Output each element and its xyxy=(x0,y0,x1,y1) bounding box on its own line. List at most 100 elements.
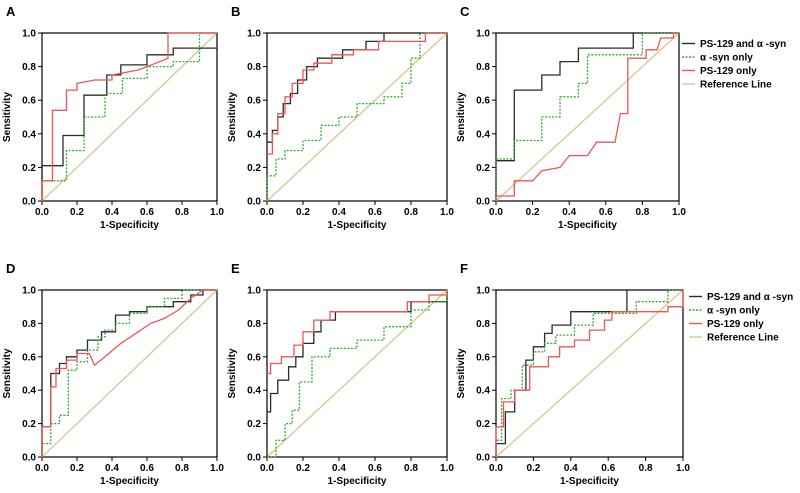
legend-label: PS-129 only xyxy=(707,319,764,330)
panel-label: D xyxy=(6,261,15,276)
x-tick-label: 0.4 xyxy=(105,207,119,218)
chart-panel-c: C 0.0 0.2 0.4 0.6 0.8 1.0 0.0 0.2 0.4 0.6 0.8 1.0 1-S… xyxy=(456,4,686,231)
x-tick-label: 1.0 xyxy=(672,207,686,218)
x-tick-label: 0.6 xyxy=(368,463,382,474)
y-tick-label: 0.2 xyxy=(22,419,36,430)
y-tick-label: 0.0 xyxy=(476,197,490,208)
legend-label: PS-129 only xyxy=(700,66,757,77)
series-line-reference xyxy=(266,289,448,458)
legend: PS-129 and α -syn α -syn only PS-129 only R… xyxy=(682,39,786,91)
chart-panel-b: B 0.0 0.2 0.4 0.6 0.8 1.0 0.0 0.2 0.4 0.6 0.8 1.0 1-S… xyxy=(227,4,454,231)
x-tick-label: 0.0 xyxy=(35,463,49,474)
x-tick-label: 0.6 xyxy=(599,207,613,218)
x-tick-label: 0.4 xyxy=(562,207,576,218)
chart-panel-e: E 0.0 0.2 0.4 0.6 0.8 1.0 0.0 0.2 0.4 0.6 0.8 1.0 1-S… xyxy=(227,261,454,487)
y-axis-label: Sensitivity xyxy=(227,348,238,398)
x-tick-label: 0.8 xyxy=(635,207,649,218)
series-line-ps129 xyxy=(495,290,684,457)
x-axis-label: 1-Specificity xyxy=(560,476,619,487)
x-tick-label: 0.8 xyxy=(175,463,189,474)
legend-label: Reference Line xyxy=(700,80,772,91)
y-tick-label: 0.2 xyxy=(22,163,36,174)
y-tick-label: 0.6 xyxy=(476,96,490,107)
y-tick-label: 0.6 xyxy=(22,352,36,363)
y-tick-label: 1.0 xyxy=(476,29,490,40)
x-tick-label: 0.0 xyxy=(260,463,274,474)
y-tick-label: 1.0 xyxy=(247,286,261,297)
x-axis-label: 1-Specificity xyxy=(100,220,159,231)
x-tick-label: 0.4 xyxy=(332,463,346,474)
x-tick-label: 0.2 xyxy=(526,207,540,218)
x-tick-label: 1.0 xyxy=(440,207,454,218)
panel-label: E xyxy=(231,261,240,276)
series-line-asyn xyxy=(495,289,683,457)
series-line-ps129 xyxy=(267,290,448,375)
x-tick-label: 0.6 xyxy=(601,463,615,474)
y-tick-label: 0.8 xyxy=(22,62,36,73)
y-axis-label: Sensitivity xyxy=(2,92,13,142)
x-tick-label: 0.2 xyxy=(526,463,540,474)
series-line-asyn xyxy=(267,290,448,458)
y-tick-label: 0.8 xyxy=(476,62,490,73)
panel-label: F xyxy=(460,261,468,276)
x-axis-label: 1-Specificity xyxy=(100,476,159,487)
y-tick-label: 0.2 xyxy=(476,419,490,430)
y-tick-label: 0.4 xyxy=(476,386,490,397)
y-tick-label: 0.4 xyxy=(476,129,490,140)
x-tick-label: 0.2 xyxy=(70,463,84,474)
x-tick-label: 0.4 xyxy=(564,463,578,474)
series-line-ps129 xyxy=(41,32,217,201)
x-tick-label: 1.0 xyxy=(440,463,454,474)
x-tick-label: 1.0 xyxy=(210,207,224,218)
y-axis-label: Sensitivity xyxy=(456,348,467,398)
y-tick-label: 0.6 xyxy=(247,352,261,363)
y-tick-label: 0.6 xyxy=(247,96,261,107)
series-line-asyn xyxy=(266,32,447,201)
y-tick-label: 1.0 xyxy=(22,286,36,297)
x-tick-label: 0.0 xyxy=(260,207,274,218)
x-tick-label: 0.6 xyxy=(368,207,382,218)
series-line-ps129 xyxy=(41,289,217,457)
series-line-ps129 xyxy=(495,32,679,201)
x-tick-label: 0.0 xyxy=(489,463,503,474)
y-tick-label: 0.4 xyxy=(22,386,36,397)
x-tick-label: 0.6 xyxy=(140,207,154,218)
y-tick-label: 0.2 xyxy=(247,419,261,430)
y-tick-label: 0.8 xyxy=(247,62,261,73)
x-tick-label: 0.6 xyxy=(140,463,154,474)
x-tick-label: 0.8 xyxy=(404,207,418,218)
y-tick-label: 0.0 xyxy=(22,453,36,464)
series-line-asyn xyxy=(495,32,679,201)
y-tick-label: 0.0 xyxy=(247,197,261,208)
legend-label: PS-129 and α -syn xyxy=(707,292,793,303)
chart-panel-d: D 0.0 0.2 0.4 0.6 0.8 1.0 0.0 0.2 0.4 0.6 0.8 1.0 1-S… xyxy=(2,261,224,487)
panel-label: C xyxy=(460,4,470,19)
legend-label: α -syn only xyxy=(707,306,760,317)
y-axis-label: Sensitivity xyxy=(227,92,238,142)
x-axis-label: 1-Specificity xyxy=(558,220,617,231)
y-tick-label: 0.4 xyxy=(247,129,261,140)
x-tick-label: 0.8 xyxy=(404,463,418,474)
series-line-asyn xyxy=(41,32,217,201)
series-line-reference xyxy=(495,289,684,458)
y-tick-label: 0.2 xyxy=(247,163,261,174)
y-tick-label: 1.0 xyxy=(476,286,490,297)
chart-panel-f: F 0.0 0.2 0.4 0.6 0.8 1.0 0.0 0.2 0.4 0.6 0.8 1.0 1-S… xyxy=(456,261,690,487)
x-tick-label: 0.2 xyxy=(70,207,84,218)
x-tick-label: 0.0 xyxy=(35,207,49,218)
series-line-combined xyxy=(41,289,217,457)
series-line-combined xyxy=(495,32,679,201)
x-tick-label: 0.8 xyxy=(639,463,653,474)
y-tick-label: 0.6 xyxy=(476,352,490,363)
panel-label: A xyxy=(6,4,16,19)
x-tick-label: 0.4 xyxy=(332,207,346,218)
series-line-reference xyxy=(266,32,448,202)
series-line-asyn xyxy=(41,289,217,457)
series-line-reference xyxy=(41,289,218,458)
series-line-ps129 xyxy=(267,32,447,155)
y-tick-label: 0.0 xyxy=(247,453,261,464)
legend: PS-129 and α -syn α -syn only PS-129 only R… xyxy=(689,292,793,344)
y-tick-label: 0.6 xyxy=(22,96,36,107)
y-tick-label: 1.0 xyxy=(247,29,261,40)
y-tick-label: 0.8 xyxy=(247,319,261,330)
